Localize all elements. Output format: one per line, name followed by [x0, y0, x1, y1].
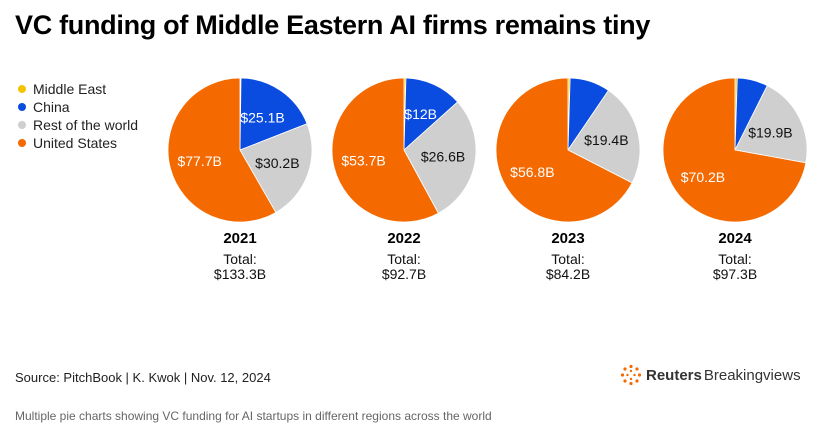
pie-slice-rest-of-the-world	[734, 85, 808, 164]
pie-slice-rest-of-the-world	[239, 123, 313, 213]
pie-data-label: $26.6B	[421, 149, 465, 165]
legend-label: Middle East	[33, 81, 107, 97]
legend: Middle East China Rest of the world United …	[18, 80, 138, 152]
pie-data-label: $77.7B	[177, 153, 221, 169]
pie-slice-united-states	[167, 77, 277, 223]
pie-slice-rest-of-the-world	[403, 101, 477, 214]
pie-slice-rest-of-the-world	[567, 89, 641, 184]
pie-data-label: $53.7B	[341, 152, 385, 168]
pie-slice-china	[403, 77, 459, 151]
pie-charts: $25.1B $30.2B $77.7B $12B $26.6B $53.7B $19.4B…	[167, 77, 808, 223]
pie-data-label: $30.2B	[255, 155, 299, 171]
pie-total-label: Total:	[718, 251, 752, 267]
pie-total-label: Total:	[387, 251, 421, 267]
logo-breakingviews-text: Breakingviews	[703, 366, 801, 384]
source-note: Source: PitchBook | K. Kwok | Nov. 12, 2…	[15, 370, 271, 385]
legend-label: Rest of the world	[33, 117, 139, 133]
pie-data-label: $19.9B	[748, 124, 792, 140]
legend-label: United States	[33, 135, 118, 151]
reuters-breakingviews-logo: Reuters Breakingviews	[620, 364, 801, 386]
legend-swatch	[18, 139, 26, 147]
chart-title: VC funding of Middle Eastern AI firms re…	[15, 10, 651, 40]
pie-data-label: $19.4B	[584, 132, 628, 148]
pie-total-label: Total:	[223, 251, 257, 267]
logo-reuters-text: Reuters	[646, 366, 702, 384]
pie-slice-china	[239, 77, 308, 151]
pie-total-value: $92.7B	[381, 266, 427, 282]
pie-year-label: 2022	[387, 230, 421, 247]
pie-year-label: 2024	[718, 230, 752, 247]
pie-year-label: 2023	[551, 230, 585, 247]
pie-year-label: 2021	[223, 230, 257, 247]
pie-total-value: $133.3B	[213, 266, 267, 282]
legend-item: China	[18, 98, 138, 116]
pie-total-label: Total:	[551, 251, 585, 267]
pie-total-value: $84.2B	[545, 266, 591, 282]
reuters-dots-icon	[620, 364, 642, 386]
legend-item: Rest of the world	[18, 116, 138, 134]
legend-label: China	[33, 99, 70, 115]
pie-total-value: $97.3B	[712, 266, 758, 282]
image-caption: Multiple pie charts showing VC funding f…	[15, 409, 492, 423]
legend-swatch	[18, 103, 26, 111]
legend-swatch	[18, 121, 26, 129]
pie-slice-united-states	[331, 77, 439, 223]
pie-data-label: $56.8B	[510, 164, 554, 180]
legend-item: United States	[18, 134, 138, 152]
legend-swatch	[18, 85, 26, 93]
pie-data-label: $12B	[404, 106, 437, 122]
pie-data-label: $70.2B	[681, 169, 725, 185]
legend-item: Middle East	[18, 80, 138, 98]
pie-data-label: $25.1B	[240, 109, 284, 125]
pie-slice-united-states	[662, 77, 807, 223]
pie-slice-united-states	[495, 77, 633, 223]
